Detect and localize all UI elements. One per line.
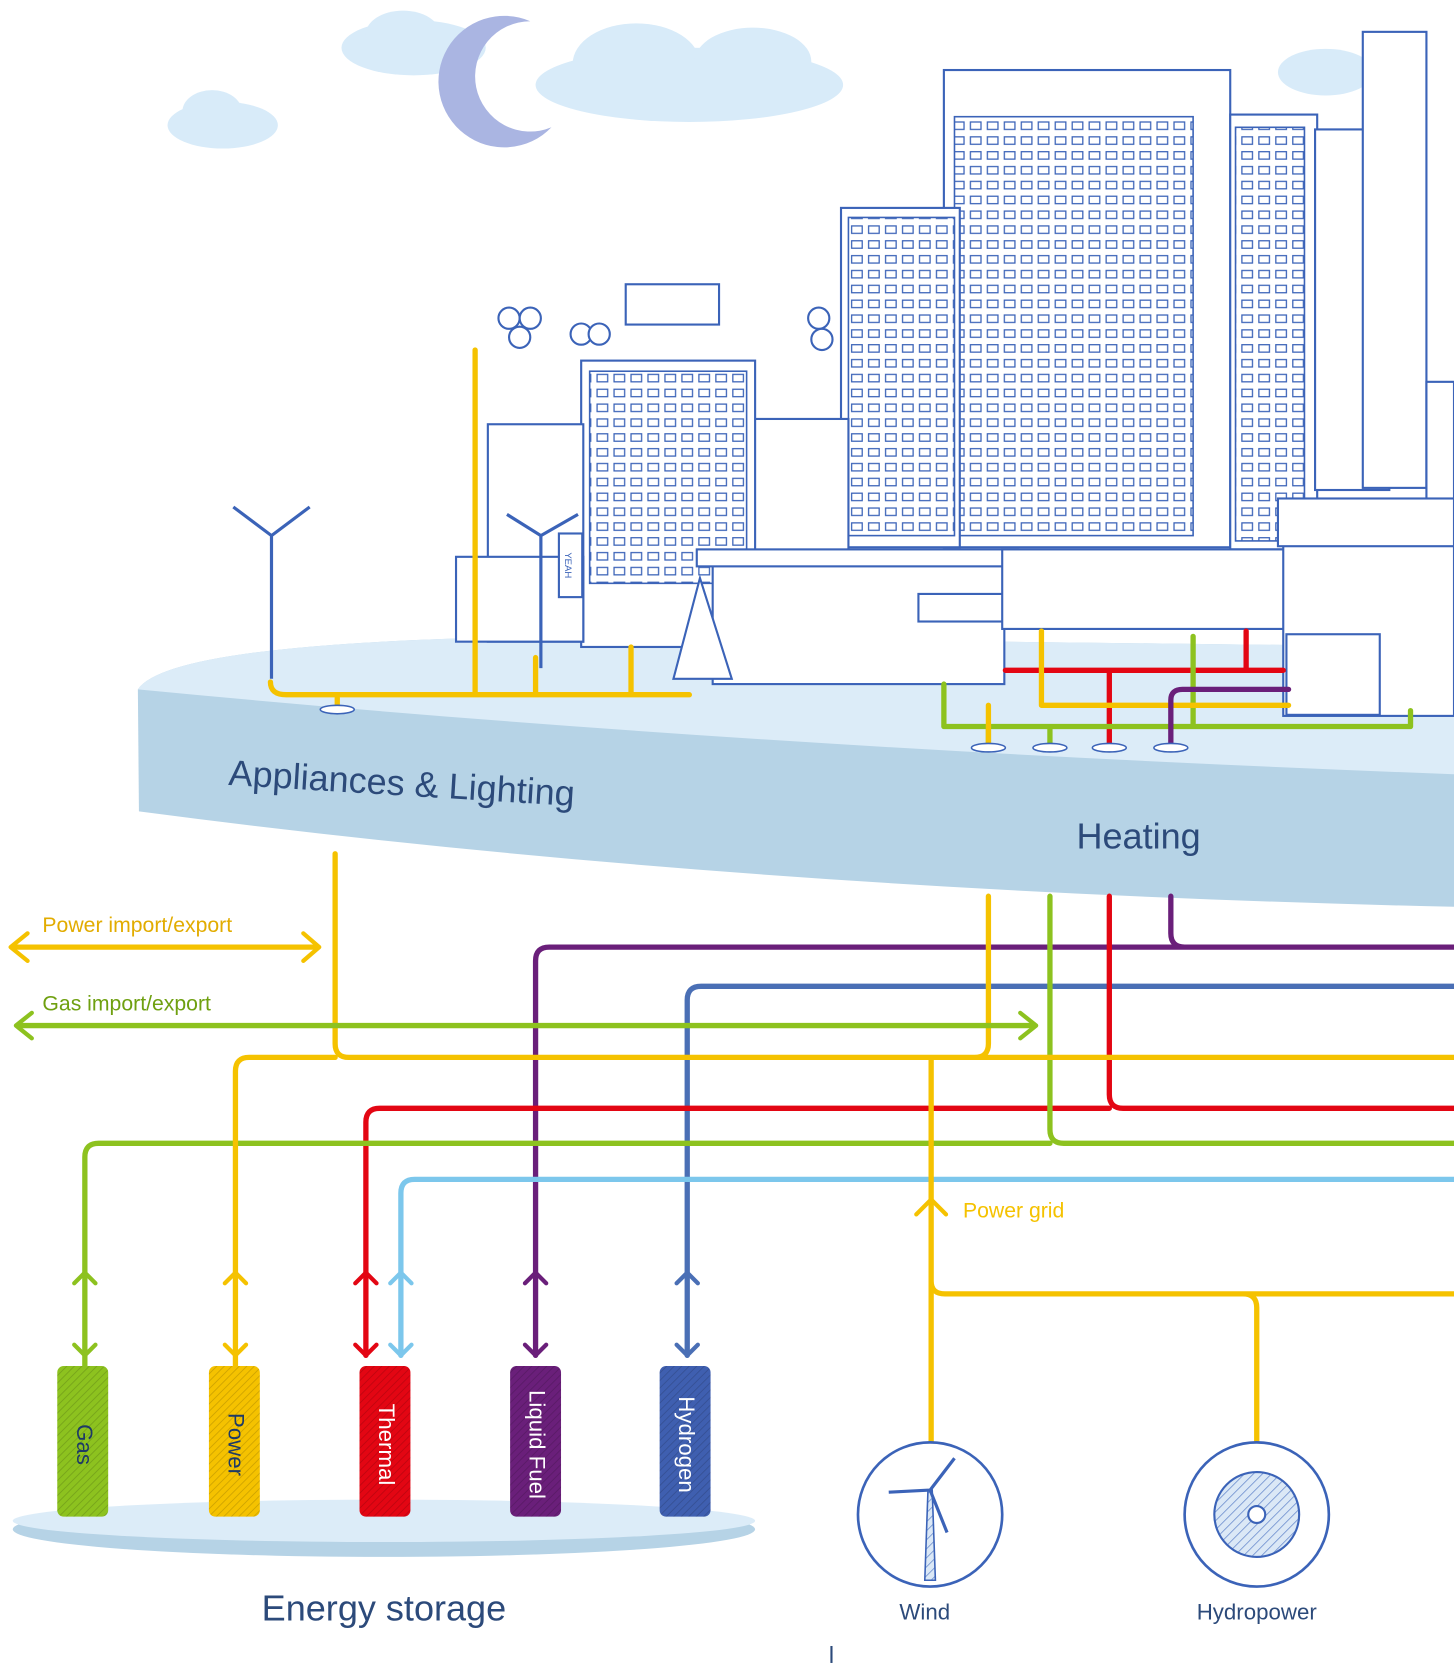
flow-label: Power import/export	[42, 914, 232, 937]
storage-tank: Hydrogen	[660, 1366, 711, 1517]
building-sign: YEAH	[562, 552, 573, 578]
page: {"sectors": {"appliances": "Appliances &…	[0, 0, 1454, 1663]
diagram: YEAH Appliances & Lighting Heating	[0, 0, 1454, 1663]
storage: Gas Power Thermal Liquid Fuel Hydrogen	[13, 1366, 755, 1557]
city: YEAH	[233, 32, 1454, 716]
flow-label: Gas import/export	[42, 993, 211, 1016]
storage-tank: Power	[209, 1366, 260, 1517]
storage-tank: Thermal	[360, 1366, 411, 1517]
flow-lines	[11, 854, 1454, 1443]
storage-tank: Liquid Fuel	[510, 1366, 561, 1517]
storage-label: Gas	[72, 1424, 97, 1465]
sector-label: Heating	[1076, 815, 1200, 856]
storage-label: Liquid Fuel	[525, 1390, 550, 1499]
wind	[858, 1442, 1002, 1586]
source-label: Wind	[899, 1599, 950, 1624]
flow-label: Power grid	[963, 1200, 1064, 1223]
storage-label: Thermal	[374, 1404, 399, 1486]
storage-title: Energy storage	[262, 1588, 506, 1629]
storage-label: Power	[223, 1413, 248, 1477]
source-label: Hydropower	[1197, 1599, 1318, 1624]
storage-label: Hydrogen	[674, 1396, 699, 1493]
storage-tank: Gas	[57, 1366, 108, 1517]
hydropower	[1185, 1442, 1329, 1586]
